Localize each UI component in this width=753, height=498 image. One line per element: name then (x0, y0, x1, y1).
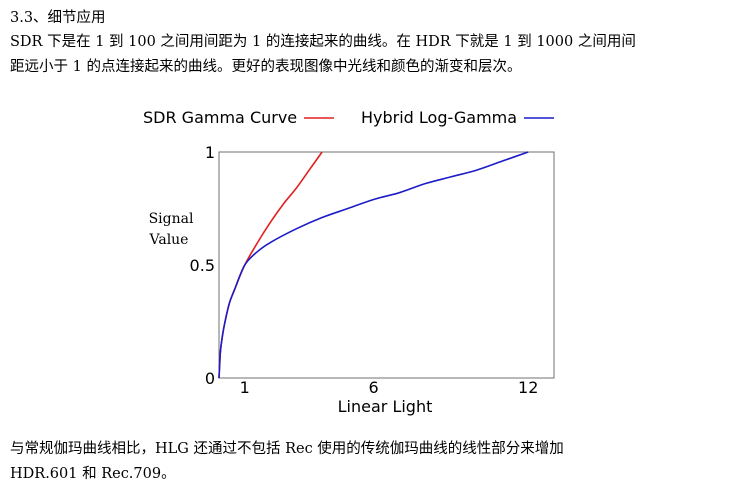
gamma-curve-chart: SDR Gamma Curve Hybrid Log-Gamma Signal … (143, 108, 555, 416)
x-tick-label: 12 (518, 378, 538, 397)
y-axis-label-line-1: Signal (149, 211, 194, 227)
intro-line-1: SDR 下是在 1 到 100 之间用间距为 1 的连接起来的曲线。在 HDR … (10, 34, 636, 50)
legend-label-hlg: Hybrid Log-Gamma (361, 108, 517, 127)
x-tick-labels: 1 6 12 (240, 378, 539, 397)
x-tick-label: 6 (369, 378, 379, 397)
outro-line-1: 与常规伽玛曲线相比，HLG 还通过不包括 Rec 使用的传统伽玛曲线的线性部分来… (10, 441, 564, 457)
x-axis-label: Linear Light (338, 397, 433, 416)
outro-paragraph: 与常规伽玛曲线相比，HLG 还通过不包括 Rec 使用的传统伽玛曲线的线性部分来… (10, 437, 564, 487)
y-axis-label: Signal Value (149, 211, 194, 248)
y-tick-label: 0 (205, 369, 215, 388)
plot-frame (218, 151, 555, 379)
y-tick-labels: 00.51 (190, 143, 215, 388)
legend-label-sdr: SDR Gamma Curve (143, 108, 297, 127)
hlg-curve-line (218, 151, 529, 379)
intro-line-2: 距远小于 1 的点连接起来的曲线。更好的表现图像中光线和颜色的渐变和层次。 (10, 59, 522, 75)
x-tick-label: 1 (240, 378, 250, 397)
y-axis-label-line-2: Value (149, 232, 189, 248)
sdr-gamma-curve-line (218, 151, 323, 379)
y-tick-label: 1 (205, 143, 215, 162)
outro-line-2: HDR.601 和 Rec.709。 (10, 466, 176, 482)
intro-paragraph: SDR 下是在 1 到 100 之间用间距为 1 的连接起来的曲线。在 HDR … (10, 30, 636, 80)
series-layer (218, 151, 529, 379)
chart-legend: SDR Gamma Curve Hybrid Log-Gamma (143, 108, 554, 127)
y-tick-label: 0.5 (190, 256, 215, 275)
section-heading: 3.3、细节应用 (10, 10, 106, 26)
